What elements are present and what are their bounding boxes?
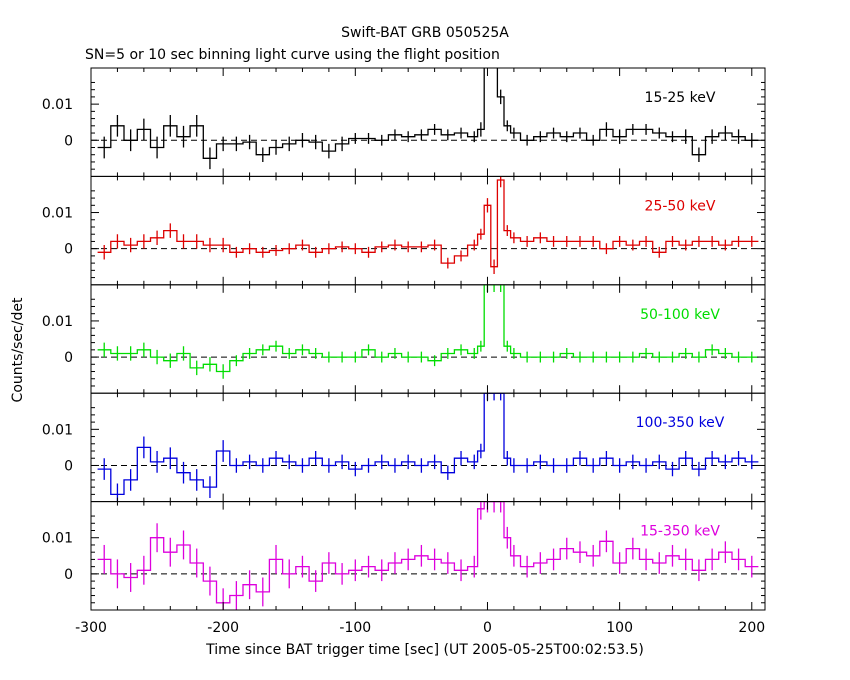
band-label: 15-25 keV	[645, 90, 716, 106]
step-line	[97, 179, 759, 268]
band-label: 100-350 keV	[636, 415, 725, 431]
panel-3: 0 0.01 100-350 keV	[42, 392, 766, 503]
panel-frame	[90, 67, 766, 177]
panel-4: 0 0.01 15-350 keV	[42, 501, 766, 611]
band-label: 25-50 keV	[645, 198, 716, 214]
step-line	[97, 501, 759, 604]
y-tick-label: 0	[64, 567, 73, 583]
y-tick-label: 0	[64, 458, 73, 474]
panel-frame	[90, 392, 766, 503]
series-50-100 keV	[97, 284, 759, 379]
panel-frame	[90, 501, 766, 611]
band-label: 50-100 keV	[640, 307, 720, 323]
panel-1: 0 0.01 25-50 keV	[42, 175, 766, 286]
y-tick-label: 0	[64, 242, 73, 258]
x-tick-label: 100	[606, 620, 633, 636]
series-100-350 keV	[97, 393, 759, 502]
chart-subtitle: SN=5 or 10 sec binning light curve using…	[85, 47, 500, 63]
x-axis-label: Time since BAT trigger time [sec] (UT 20…	[205, 642, 644, 658]
y-tick-label: 0.01	[42, 531, 73, 547]
panel-2: 0 0.01 50-100 keV	[42, 284, 766, 394]
y-tick-label: 0.01	[42, 314, 73, 330]
x-tick-label: -300	[75, 620, 107, 636]
y-tick-label: 0	[64, 350, 73, 366]
panel-0: 0 0.01 15-25 keV	[42, 67, 766, 177]
x-tick-label: -100	[339, 620, 371, 636]
y-tick-label: 0.01	[42, 97, 73, 113]
x-tick-label: -200	[207, 620, 239, 636]
band-label: 15-350 keV	[640, 524, 720, 540]
x-tick-label: 200	[738, 620, 765, 636]
series-15-350 keV	[97, 501, 759, 611]
step-line	[97, 68, 759, 159]
y-tick-label: 0	[64, 133, 73, 149]
y-axis-label: Counts/sec/det	[10, 297, 26, 402]
panel-frame	[90, 175, 766, 286]
x-tick-label: 0	[483, 620, 492, 636]
panel-frame	[90, 284, 766, 394]
panels-group: 0 0.01 15-25 keV 0 0.01 25-50 keV 0 0.01 50-100 …	[42, 67, 766, 636]
y-tick-label: 0.01	[42, 422, 73, 438]
y-tick-label: 0.01	[42, 206, 73, 222]
series-25-50 keV	[97, 176, 759, 274]
series-15-25 keV	[97, 68, 759, 170]
chart-title: Swift-BAT GRB 050525A	[341, 25, 509, 41]
step-line	[97, 284, 759, 373]
